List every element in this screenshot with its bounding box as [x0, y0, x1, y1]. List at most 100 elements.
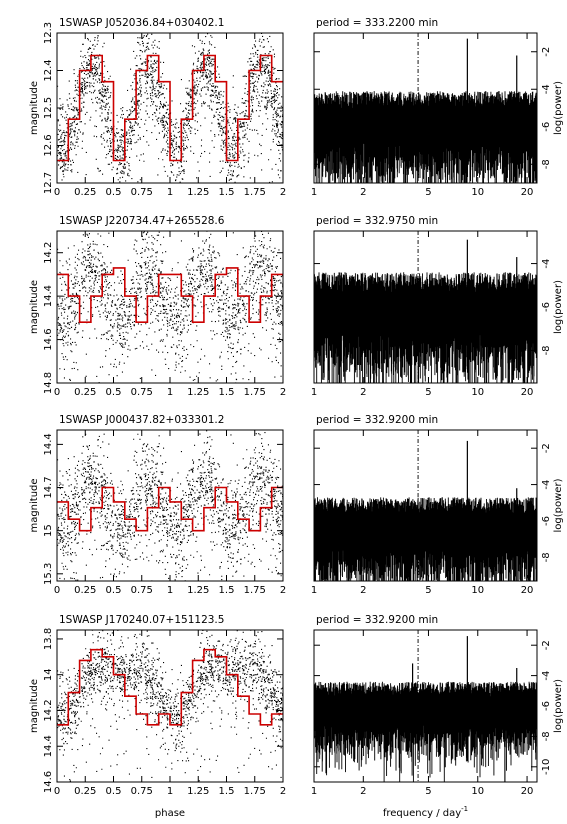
plot-area — [314, 430, 537, 581]
x-tick-label: 1 — [311, 786, 317, 797]
y-tick-label: 14.7 — [43, 476, 54, 498]
plot-area — [57, 630, 283, 782]
y-tick-label: 14.4 — [43, 433, 54, 455]
y-tick-label: -2 — [541, 640, 552, 650]
y-tick-label: 13.8 — [43, 628, 54, 650]
x-tick-label: 0 — [54, 585, 60, 596]
y-tick-label: 14.2 — [43, 242, 54, 264]
plot-area — [57, 231, 283, 383]
x-tick-label: 2 — [280, 786, 286, 797]
x-tick-label: 10 — [471, 786, 484, 797]
panel-title: 1SWASP J000437.82+033301.2 — [59, 414, 224, 426]
x-tick-label: 2 — [360, 585, 366, 596]
y-tick-label: 12.6 — [43, 134, 54, 156]
plot-area — [314, 33, 537, 183]
axes-frame — [56, 429, 284, 582]
y-axis-label: log(power) — [553, 280, 564, 334]
x-tick-label: 0.75 — [131, 387, 153, 398]
x-tick-label: 1.25 — [187, 187, 209, 198]
x-tick-label: 1.25 — [187, 585, 209, 596]
axes-frame — [313, 429, 538, 582]
y-tick-label: -6 — [541, 516, 552, 526]
plot-area — [57, 33, 283, 183]
y-axis-label: log(power) — [553, 478, 564, 532]
y-tick-label: 15 — [43, 524, 54, 537]
x-tick-label: 2 — [280, 187, 286, 198]
x-tick-label: 1 — [311, 585, 317, 596]
y-tick-label: 12.5 — [43, 97, 54, 119]
x-tick-label: 5 — [425, 387, 431, 398]
power-spectrum — [314, 497, 537, 581]
panel-4: period = 332.9750 min 1 2 5 10 20 -4 -6 -8 log(po… — [311, 215, 564, 398]
power-spectrum — [314, 272, 537, 383]
x-tick-label: 1 — [167, 187, 173, 198]
y-axis-label: log(power) — [553, 679, 564, 733]
panel-title: period = 332.9750 min — [316, 215, 438, 227]
panel-6: period = 332.9200 min 1 2 5 10 20 -2 -4 -6 -8 log(… — [311, 414, 564, 596]
panel-1: 1SWASP J052036.84+030402.1 0 0.25 0.5 0.75 1 1… — [29, 17, 286, 198]
x-tick-label: 1.5 — [219, 585, 235, 596]
y-tick-label: -4 — [541, 84, 552, 94]
x-tick-label: 2 — [360, 187, 366, 198]
axes-frame — [313, 32, 538, 184]
x-tick-label: 20 — [521, 387, 534, 398]
x-tick-label: 0.25 — [74, 187, 96, 198]
y-tick-label: -4 — [541, 259, 552, 269]
x-axis-label: phase — [155, 808, 185, 819]
y-tick-label: 14 — [43, 668, 54, 681]
y-tick-label: -4 — [541, 671, 552, 681]
x-tick-label: 1.75 — [244, 187, 266, 198]
y-tick-label: 15.3 — [43, 563, 54, 585]
y-tick-label: -4 — [541, 480, 552, 490]
panel-title: period = 332.9200 min — [316, 414, 438, 426]
x-tick-label: 0.25 — [74, 585, 96, 596]
panel-5: 1SWASP J000437.82+033301.2 0 0.25 0.5 0.75 1 1… — [29, 414, 286, 596]
y-axis-label: magnitude — [29, 280, 40, 334]
x-tick-label: 1.25 — [187, 387, 209, 398]
y-tick-label: -10 — [541, 759, 552, 775]
power-spectrum — [314, 91, 537, 183]
power-spectrum — [314, 681, 537, 782]
y-tick-label: 14.6 — [43, 771, 54, 793]
x-tick-label: 5 — [425, 187, 431, 198]
binned-curve — [57, 54, 283, 162]
x-tick-label: 1.5 — [219, 187, 235, 198]
x-tick-label: 1.5 — [219, 786, 235, 797]
y-tick-label: 14.4 — [43, 735, 54, 757]
y-tick-label: 12.4 — [43, 59, 54, 81]
x-tick-label: 1 — [311, 187, 317, 198]
y-axis-label: magnitude — [29, 478, 40, 532]
x-tick-label: 1.5 — [219, 387, 235, 398]
y-tick-label: -6 — [541, 302, 552, 312]
panel-7: 1SWASP J170240.07+151123.5 0 0.25 0.5 0.75 1 1… — [29, 614, 286, 819]
x-tick-label: 0.75 — [131, 585, 153, 596]
x-tick-label: 20 — [521, 786, 534, 797]
y-tick-label: -8 — [541, 731, 552, 741]
x-tick-label: 1.25 — [187, 786, 209, 797]
y-axis-label: magnitude — [29, 679, 40, 733]
data-points — [57, 231, 283, 383]
x-tick-label: 0.5 — [106, 585, 122, 596]
x-tick-label: 1 — [167, 585, 173, 596]
y-tick-label: -8 — [541, 345, 552, 355]
x-tick-label: 10 — [471, 187, 484, 198]
panel-2: period = 333.2200 min 1 2 5 10 20 -2 -4 -6 -8 log(… — [311, 17, 564, 198]
x-tick-label: 2 — [280, 387, 286, 398]
x-tick-label: 5 — [425, 786, 431, 797]
plot-area — [314, 630, 537, 782]
x-tick-label: 1 — [311, 387, 317, 398]
x-tick-label: 0 — [54, 786, 60, 797]
x-tick-label: 5 — [425, 585, 431, 596]
x-axis-label: frequency / day-1 — [383, 805, 468, 819]
y-tick-label: 14.6 — [43, 328, 54, 350]
binned-curve — [57, 267, 283, 323]
x-tick-label: 0.25 — [74, 387, 96, 398]
x-tick-label: 0 — [54, 187, 60, 198]
y-axis-label: log(power) — [553, 81, 564, 135]
x-tick-label: 0.75 — [131, 187, 153, 198]
y-tick-label: 14.2 — [43, 699, 54, 721]
x-tick-label: 10 — [471, 585, 484, 596]
x-tick-label: 2 — [360, 786, 366, 797]
y-tick-label: -8 — [541, 552, 552, 562]
